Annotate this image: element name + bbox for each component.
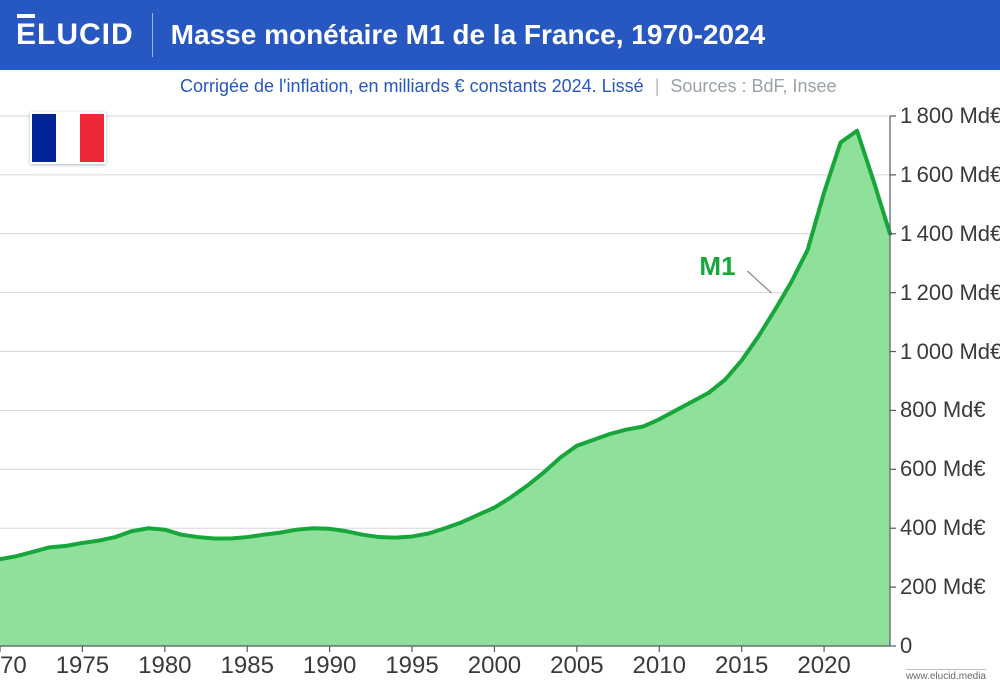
y-tick-label: 600 Md€ <box>900 456 986 482</box>
france-flag-icon <box>30 112 106 164</box>
subheader: Corrigée de l'inflation, en milliards € … <box>0 70 1000 106</box>
chart-area: M1 0 200 Md€ 400 Md€ 600 Md€ 800 Md€ 1 000 Md… <box>0 106 1000 686</box>
y-tick-label: 200 Md€ <box>900 574 986 600</box>
x-tick-label: 2015 <box>715 652 768 680</box>
x-tick-label: 2010 <box>633 652 686 680</box>
y-tick-label: 1 400 Md€ <box>900 221 1000 247</box>
y-tick-label: 1 600 Md€ <box>900 162 1000 188</box>
brand-logo: ELUCID <box>16 20 134 50</box>
header-divider <box>152 13 153 57</box>
y-tick-label: 1 200 Md€ <box>900 280 1000 306</box>
chart-title: Masse monétaire M1 de la France, 1970-20… <box>171 19 766 51</box>
subtitle-main: Corrigée de l'inflation, en milliards € … <box>180 76 644 96</box>
y-tick-label: 400 Md€ <box>900 515 986 541</box>
chart-svg <box>0 106 1000 686</box>
y-tick-label: 1 000 Md€ <box>900 339 1000 365</box>
header-bar: ELUCID Masse monétaire M1 de la France, … <box>0 0 1000 70</box>
subtitle-sources: Sources : BdF, Insee <box>670 76 836 96</box>
series-label-m1: M1 <box>699 251 735 282</box>
x-tick-label: 2005 <box>550 652 603 680</box>
x-tick-label: 1970 <box>0 652 27 680</box>
x-tick-label: 1985 <box>221 652 274 680</box>
footer-url: www.elucid.media <box>906 669 986 682</box>
y-tick-label: 1 800 Md€ <box>900 103 1000 129</box>
x-tick-label: 1975 <box>56 652 109 680</box>
x-tick-label: 2020 <box>797 652 850 680</box>
y-tick-label: 0 <box>900 633 912 659</box>
subtitle-separator: | <box>655 76 660 96</box>
x-tick-label: 2000 <box>468 652 521 680</box>
x-tick-label: 1990 <box>303 652 356 680</box>
x-tick-label: 1980 <box>138 652 191 680</box>
x-tick-label: 1995 <box>385 652 438 680</box>
y-tick-label: 800 Md€ <box>900 397 986 423</box>
